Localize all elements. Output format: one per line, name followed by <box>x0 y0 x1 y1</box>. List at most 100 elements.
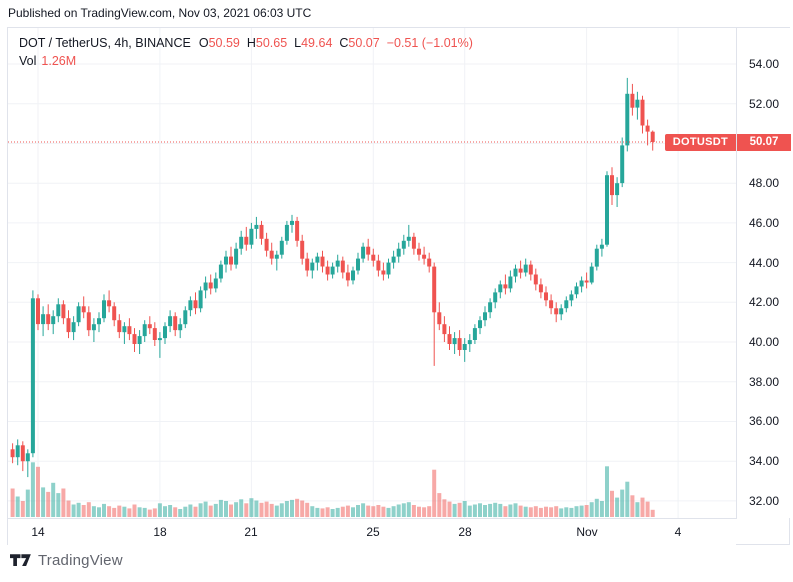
candle[interactable] <box>442 316 447 342</box>
candle[interactable] <box>396 242 401 263</box>
candle[interactable] <box>361 242 366 263</box>
candle[interactable] <box>229 246 233 271</box>
candle[interactable] <box>198 286 203 313</box>
candle[interactable] <box>193 292 198 315</box>
candle[interactable] <box>594 244 599 271</box>
candle[interactable] <box>147 316 152 335</box>
candle[interactable] <box>513 264 518 283</box>
candle[interactable] <box>549 294 554 315</box>
chart-plot-area[interactable]: DOT / TetherUS, 4h, BINANCE O50.59 H50.65 L… <box>8 28 737 519</box>
candle[interactable] <box>493 288 498 309</box>
candle[interactable] <box>411 232 416 255</box>
candle[interactable] <box>117 314 122 339</box>
candle[interactable] <box>645 119 650 146</box>
candle[interactable] <box>279 236 284 259</box>
candle[interactable] <box>330 262 335 279</box>
price-axis[interactable]: 54.00 52.00 48.00 46.00 44.00 42.00 40.00 38.00… <box>737 28 791 518</box>
candle[interactable] <box>432 262 437 366</box>
candle[interactable] <box>178 318 183 339</box>
candle[interactable] <box>127 318 132 341</box>
candle[interactable] <box>56 298 61 323</box>
candle[interactable] <box>71 316 76 341</box>
candle[interactable] <box>401 234 406 255</box>
candle[interactable] <box>183 306 188 329</box>
candle[interactable] <box>417 242 421 261</box>
candle[interactable] <box>538 278 543 299</box>
candle[interactable] <box>605 171 609 247</box>
candle[interactable] <box>91 318 96 342</box>
candle[interactable] <box>635 91 640 120</box>
candle[interactable] <box>20 441 25 472</box>
candle[interactable] <box>447 326 452 350</box>
candle[interactable] <box>25 449 30 478</box>
candle[interactable] <box>122 322 127 344</box>
candle[interactable] <box>478 316 482 335</box>
candle[interactable] <box>173 312 178 337</box>
candle[interactable] <box>132 328 137 352</box>
candle[interactable] <box>102 294 106 323</box>
candle[interactable] <box>427 252 432 273</box>
candle[interactable] <box>544 286 548 307</box>
candle[interactable] <box>422 246 427 265</box>
candle[interactable] <box>10 443 15 464</box>
candle[interactable] <box>625 77 630 152</box>
candlestick-chart[interactable] <box>8 28 736 518</box>
candle[interactable] <box>300 234 305 265</box>
candle[interactable] <box>325 260 330 281</box>
candle[interactable] <box>259 220 264 245</box>
candle[interactable] <box>305 252 310 277</box>
candle[interactable] <box>157 332 162 358</box>
candle[interactable] <box>315 252 320 271</box>
candle[interactable] <box>66 310 71 339</box>
candle[interactable] <box>224 250 228 273</box>
candle[interactable] <box>244 226 249 251</box>
candle[interactable] <box>142 320 147 342</box>
candle[interactable] <box>488 298 493 319</box>
candle[interactable] <box>61 300 66 325</box>
candle[interactable] <box>518 260 523 279</box>
candle[interactable] <box>86 306 91 337</box>
candle[interactable] <box>564 296 569 313</box>
candle[interactable] <box>452 332 457 354</box>
candle[interactable] <box>168 310 173 333</box>
candle[interactable] <box>239 230 244 255</box>
candle[interactable] <box>137 330 142 354</box>
candle[interactable] <box>112 302 117 327</box>
candle[interactable] <box>533 268 538 291</box>
candle[interactable] <box>483 306 487 327</box>
candle[interactable] <box>295 216 300 247</box>
candle[interactable] <box>599 238 604 257</box>
candle[interactable] <box>310 258 315 279</box>
candle[interactable] <box>554 302 559 323</box>
candle[interactable] <box>620 137 625 188</box>
candle[interactable] <box>81 296 86 319</box>
candle[interactable] <box>36 294 40 331</box>
candle[interactable] <box>30 290 35 458</box>
candle[interactable] <box>503 274 508 295</box>
candle[interactable] <box>650 130 655 151</box>
candle[interactable] <box>371 248 376 267</box>
candle[interactable] <box>569 290 574 307</box>
candle[interactable] <box>579 276 584 293</box>
candle[interactable] <box>254 216 259 239</box>
candle[interactable] <box>51 310 56 335</box>
candle[interactable] <box>610 167 614 205</box>
tradingview-logo[interactable]: TradingView <box>10 552 123 569</box>
candle[interactable] <box>366 238 371 261</box>
candle[interactable] <box>218 260 223 283</box>
candle[interactable] <box>320 250 325 273</box>
candle[interactable] <box>406 224 411 247</box>
candle[interactable] <box>208 274 213 295</box>
candle[interactable] <box>97 312 101 333</box>
candle[interactable] <box>274 250 279 271</box>
candle[interactable] <box>188 296 193 317</box>
candle[interactable] <box>615 177 620 207</box>
candle[interactable] <box>15 439 20 466</box>
candle[interactable] <box>528 260 533 281</box>
candle[interactable] <box>589 262 594 285</box>
candle[interactable] <box>284 220 289 245</box>
candle[interactable] <box>152 322 157 346</box>
candle[interactable] <box>213 272 218 293</box>
candle[interactable] <box>264 232 269 257</box>
candle[interactable] <box>163 322 167 344</box>
